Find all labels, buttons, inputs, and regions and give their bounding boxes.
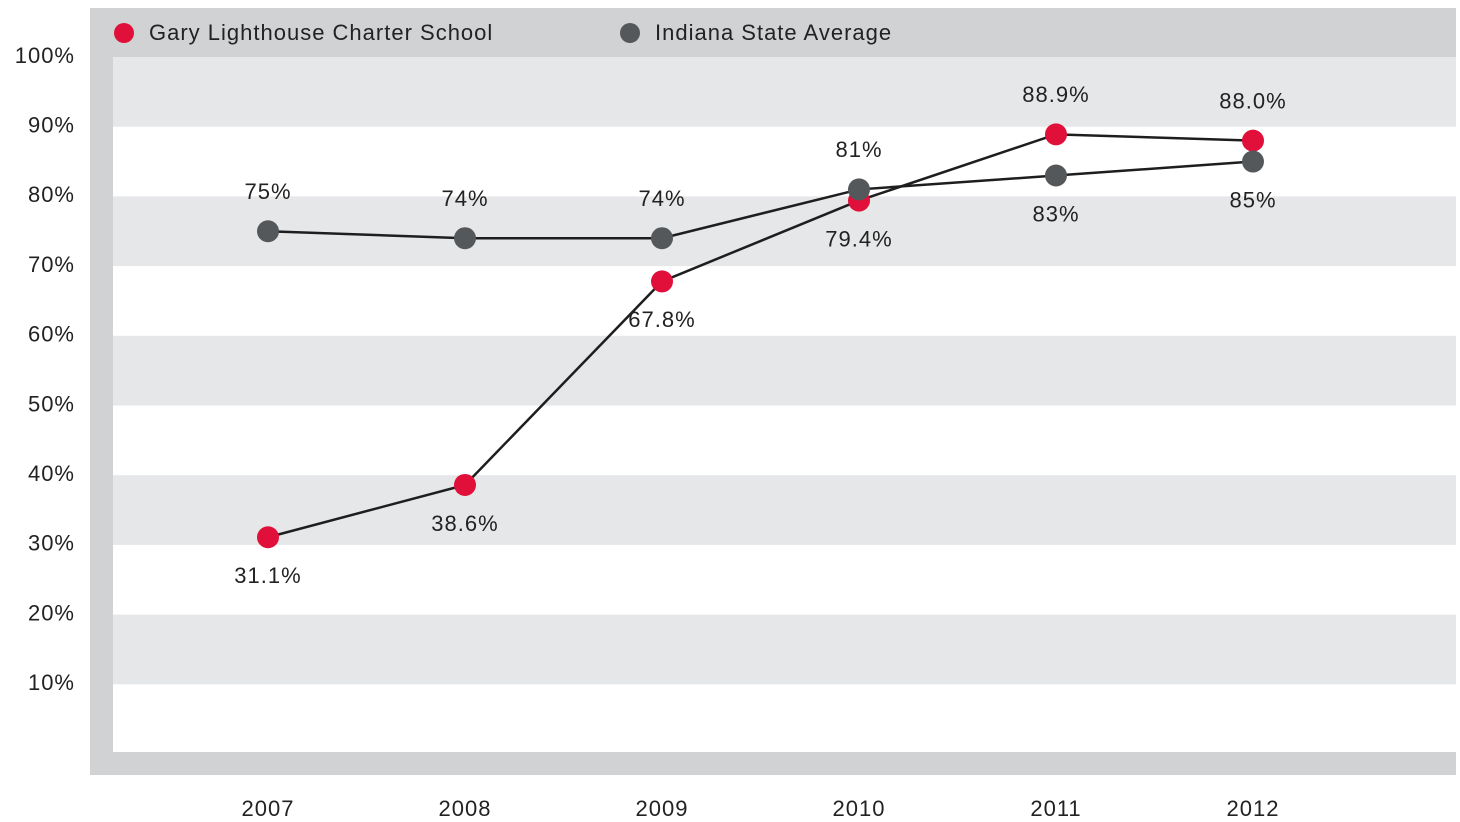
legend-label: Indiana State Average [655, 20, 892, 45]
data-label: 38.6% [431, 511, 498, 536]
y-tick-label: 100% [15, 43, 75, 68]
data-point [1242, 150, 1264, 173]
data-label: 88.9% [1022, 82, 1089, 107]
data-point [651, 270, 673, 293]
grid-band [113, 57, 1456, 127]
data-label: 31.1% [234, 563, 301, 588]
y-tick-label: 60% [28, 322, 75, 347]
data-label: 81% [835, 137, 882, 162]
y-tick-label: 10% [28, 670, 75, 695]
data-point [257, 526, 279, 549]
data-label: 75% [244, 179, 291, 204]
data-point [1242, 129, 1264, 152]
data-point [454, 473, 476, 496]
y-tick-label: 90% [28, 113, 75, 138]
data-point [454, 227, 476, 250]
x-tick-label: 2012 [1227, 796, 1280, 821]
legend-label: Gary Lighthouse Charter School [149, 20, 493, 45]
data-label: 74% [441, 186, 488, 211]
legend-marker [114, 23, 134, 43]
series-line [267, 133, 1254, 539]
x-tick-label: 2009 [636, 796, 689, 821]
series-line [267, 160, 1254, 240]
grid-band [113, 475, 1456, 545]
x-tick-label: 2011 [1030, 796, 1081, 821]
data-label: 83% [1032, 201, 1079, 226]
data-label: 74% [638, 186, 685, 211]
x-tick-label: 2007 [242, 796, 295, 821]
y-tick-label: 40% [28, 461, 75, 486]
legend-marker [620, 23, 640, 43]
y-tick-label: 20% [28, 600, 75, 625]
data-point [257, 220, 279, 243]
grid-band [113, 614, 1456, 685]
data-point [848, 178, 870, 201]
data-label: 67.8% [628, 307, 695, 332]
data-point [1045, 123, 1067, 146]
y-tick-label: 50% [28, 391, 75, 416]
x-tick-label: 2008 [439, 796, 492, 821]
data-label: 79.4% [825, 226, 892, 251]
x-tick-label: 2010 [833, 796, 886, 821]
grid-band [113, 335, 1456, 406]
data-label: 85% [1229, 187, 1276, 212]
data-point [651, 227, 673, 250]
data-label: 88.0% [1219, 88, 1286, 113]
y-tick-label: 70% [28, 252, 75, 277]
y-tick-label: 30% [28, 531, 75, 556]
y-tick-label: 80% [28, 182, 75, 207]
data-point [1045, 164, 1067, 187]
